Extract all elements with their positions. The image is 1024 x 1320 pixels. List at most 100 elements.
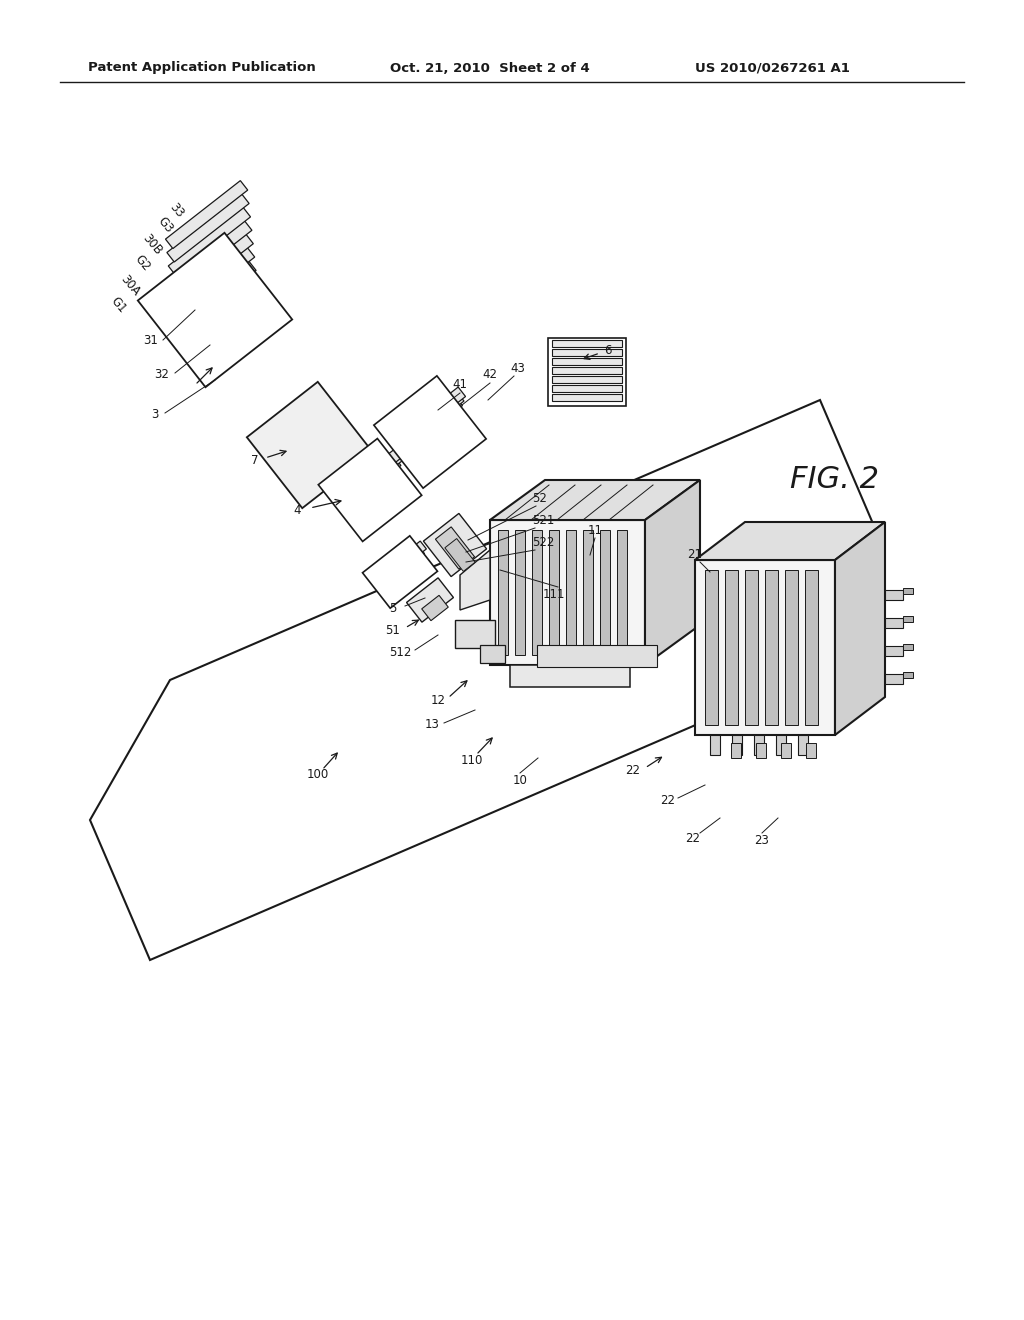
Polygon shape	[166, 181, 248, 248]
Polygon shape	[343, 467, 397, 512]
Text: G3: G3	[155, 215, 175, 235]
Polygon shape	[167, 194, 249, 261]
Polygon shape	[400, 405, 460, 454]
Polygon shape	[695, 560, 835, 735]
Bar	[756, 743, 766, 758]
Polygon shape	[345, 462, 399, 508]
Text: 22: 22	[660, 793, 676, 807]
Bar	[732, 735, 742, 755]
Polygon shape	[172, 248, 255, 315]
Polygon shape	[407, 387, 466, 437]
Bar	[885, 645, 903, 656]
Polygon shape	[695, 521, 885, 560]
Text: 10: 10	[513, 774, 527, 787]
Bar	[731, 743, 741, 758]
Bar	[552, 393, 622, 401]
Text: 6: 6	[604, 343, 611, 356]
Polygon shape	[402, 401, 461, 450]
Text: 11: 11	[588, 524, 602, 536]
Text: 521: 521	[531, 513, 554, 527]
Bar	[583, 531, 593, 655]
Polygon shape	[645, 480, 700, 665]
Bar	[600, 531, 610, 655]
Text: 21: 21	[687, 549, 702, 561]
Bar	[552, 348, 622, 356]
Polygon shape	[168, 207, 251, 276]
Bar	[455, 620, 495, 648]
Polygon shape	[423, 513, 486, 577]
Bar	[552, 367, 622, 374]
Text: Patent Application Publication: Patent Application Publication	[88, 62, 315, 74]
Polygon shape	[171, 234, 253, 302]
Text: FIG. 2: FIG. 2	[790, 466, 879, 495]
Bar	[552, 385, 622, 392]
Polygon shape	[381, 541, 426, 579]
Text: 5: 5	[389, 602, 396, 615]
Text: 7: 7	[251, 454, 259, 466]
Text: 110: 110	[461, 754, 483, 767]
Polygon shape	[347, 457, 401, 503]
Text: 41: 41	[453, 379, 468, 392]
Bar	[805, 570, 818, 725]
Bar	[765, 570, 778, 725]
Polygon shape	[170, 220, 252, 289]
Bar	[745, 570, 758, 725]
Polygon shape	[379, 546, 425, 585]
Polygon shape	[435, 527, 474, 569]
Text: 52: 52	[532, 491, 548, 504]
Bar	[480, 645, 505, 663]
Text: US 2010/0267261 A1: US 2010/0267261 A1	[695, 62, 850, 74]
Bar	[552, 341, 622, 347]
Polygon shape	[318, 438, 422, 541]
Bar	[498, 531, 508, 655]
Bar	[532, 531, 542, 655]
Bar	[806, 743, 816, 758]
Bar	[903, 587, 913, 594]
Bar	[548, 338, 626, 407]
Polygon shape	[835, 521, 885, 735]
Text: G2: G2	[132, 252, 153, 273]
Polygon shape	[138, 232, 292, 387]
Polygon shape	[351, 446, 404, 492]
Text: 42: 42	[482, 368, 498, 381]
Bar	[754, 735, 764, 755]
Text: 522: 522	[531, 536, 554, 549]
Bar	[885, 618, 903, 628]
Text: 512: 512	[389, 645, 412, 659]
Polygon shape	[407, 578, 454, 622]
Polygon shape	[247, 381, 373, 508]
Text: 12: 12	[430, 693, 445, 706]
Bar	[549, 531, 559, 655]
Text: 31: 31	[143, 334, 159, 346]
Bar	[552, 358, 622, 366]
Polygon shape	[422, 595, 449, 620]
Bar	[781, 743, 791, 758]
Polygon shape	[460, 550, 490, 610]
Text: 30A: 30A	[118, 272, 142, 298]
Text: 22: 22	[685, 832, 700, 845]
Bar	[566, 531, 575, 655]
Bar	[617, 531, 627, 655]
Bar	[798, 735, 808, 755]
Text: 22: 22	[626, 763, 640, 776]
Polygon shape	[403, 396, 463, 446]
Bar	[705, 570, 718, 725]
Bar	[510, 665, 630, 686]
Text: Oct. 21, 2010  Sheet 2 of 4: Oct. 21, 2010 Sheet 2 of 4	[390, 62, 590, 74]
Text: 32: 32	[155, 368, 169, 381]
Polygon shape	[349, 451, 402, 498]
Bar	[552, 376, 622, 383]
Bar	[903, 616, 913, 622]
Polygon shape	[490, 480, 700, 520]
Text: 51: 51	[386, 623, 400, 636]
Polygon shape	[490, 520, 645, 665]
Polygon shape	[362, 536, 437, 609]
Polygon shape	[444, 539, 475, 572]
Text: 111: 111	[543, 589, 565, 602]
Polygon shape	[174, 261, 256, 329]
Bar	[903, 672, 913, 678]
Polygon shape	[406, 392, 464, 441]
Bar	[785, 570, 798, 725]
Bar	[885, 590, 903, 601]
Text: 30B: 30B	[139, 232, 164, 257]
